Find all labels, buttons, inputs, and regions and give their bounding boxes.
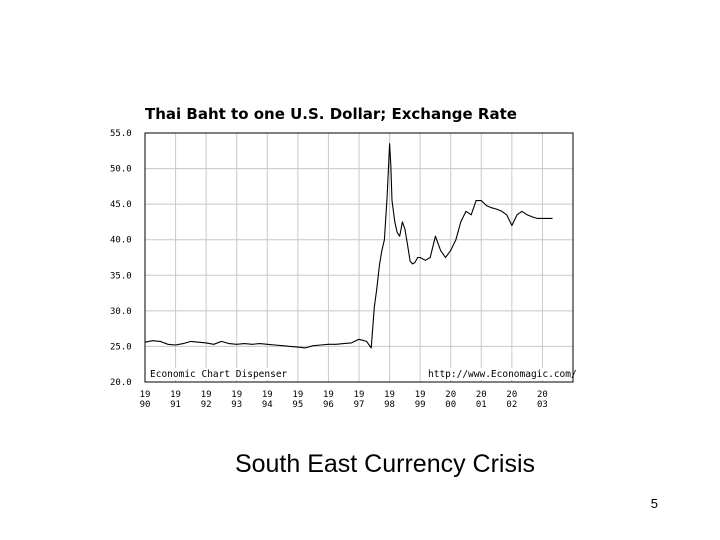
x-tick-label-top: 19 xyxy=(140,390,151,400)
x-tick-label-bottom: 00 xyxy=(445,400,456,410)
x-tick-label-bottom: 02 xyxy=(506,400,517,410)
y-axis-ticks: 55.0 50.0 45.0 40.0 35.0 30.0 25.0 20.0 xyxy=(110,129,132,388)
x-tick-label-top: 19 xyxy=(262,390,273,400)
x-tick-label-top: 19 xyxy=(415,390,426,400)
y-tick-label: 45.0 xyxy=(110,200,132,210)
annotation-left-bg xyxy=(148,368,282,380)
y-tick-label: 50.0 xyxy=(110,165,132,175)
x-tick-label-top: 19 xyxy=(384,390,395,400)
y-tick-label: 40.0 xyxy=(110,236,132,246)
chart-title: Thai Baht to one U.S. Dollar; Exchange R… xyxy=(145,105,517,123)
chart-annotation-right: http://www.Economagic.com/ xyxy=(428,369,577,380)
slide-number: 5 xyxy=(650,496,658,511)
x-tick-label-bottom: 92 xyxy=(201,400,212,410)
y-tick-label: 55.0 xyxy=(110,129,132,139)
x-tick-label-bottom: 98 xyxy=(384,400,395,410)
x-tick-label-top: 20 xyxy=(476,390,487,400)
x-tick-label-bottom: 95 xyxy=(292,400,303,410)
x-tick-label-bottom: 97 xyxy=(354,400,365,410)
annotation-right-bg xyxy=(426,368,572,380)
y-tick-label: 30.0 xyxy=(110,307,132,317)
x-tick-label-top: 19 xyxy=(170,390,181,400)
x-tick-label-bottom: 01 xyxy=(476,400,487,410)
x-tick-label-bottom: 90 xyxy=(140,400,151,410)
plot-frame xyxy=(144,132,574,383)
x-tick-label-top: 19 xyxy=(201,390,212,400)
x-tick-label-top: 19 xyxy=(231,390,242,400)
x-tick-label-top: 20 xyxy=(506,390,517,400)
x-axis-ticks: 1990199119921993199419951996199719981999… xyxy=(140,390,548,410)
x-tick-label-top: 20 xyxy=(537,390,548,400)
x-tick-label-bottom: 91 xyxy=(170,400,181,410)
x-tick-label-top: 19 xyxy=(292,390,303,400)
x-tick-label-bottom: 94 xyxy=(262,400,273,410)
chart-grid xyxy=(144,132,573,383)
x-tick-label-bottom: 96 xyxy=(323,400,334,410)
y-tick-label: 35.0 xyxy=(110,271,132,281)
x-tick-label-top: 19 xyxy=(354,390,365,400)
x-tick-label-top: 19 xyxy=(323,390,334,400)
slide-caption: South East Currency Crisis xyxy=(234,450,536,478)
y-tick-label: 20.0 xyxy=(110,378,132,388)
x-tick-label-bottom: 03 xyxy=(537,400,548,410)
chart-annotation-left: Economic Chart Dispenser xyxy=(150,369,288,380)
x-tick-label-top: 20 xyxy=(445,390,456,400)
x-tick-label-bottom: 99 xyxy=(415,400,426,410)
exchange-rate-line xyxy=(144,143,553,349)
y-tick-label: 25.0 xyxy=(110,342,132,352)
x-tick-label-bottom: 93 xyxy=(231,400,242,410)
